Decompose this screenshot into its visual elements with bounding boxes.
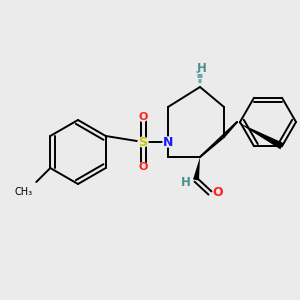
Text: H: H (197, 61, 207, 74)
Text: N: N (163, 136, 173, 148)
Circle shape (139, 163, 147, 171)
Polygon shape (193, 157, 200, 181)
Circle shape (181, 178, 191, 188)
Circle shape (139, 112, 147, 122)
Text: O: O (138, 162, 148, 172)
Circle shape (197, 63, 207, 73)
Text: H: H (181, 176, 191, 190)
Circle shape (163, 137, 173, 147)
Text: CH₃: CH₃ (14, 187, 32, 197)
Text: O: O (213, 187, 223, 200)
Circle shape (138, 137, 148, 147)
Circle shape (213, 188, 223, 198)
Text: S: S (139, 136, 148, 148)
Polygon shape (237, 122, 284, 149)
Text: O: O (138, 112, 148, 122)
